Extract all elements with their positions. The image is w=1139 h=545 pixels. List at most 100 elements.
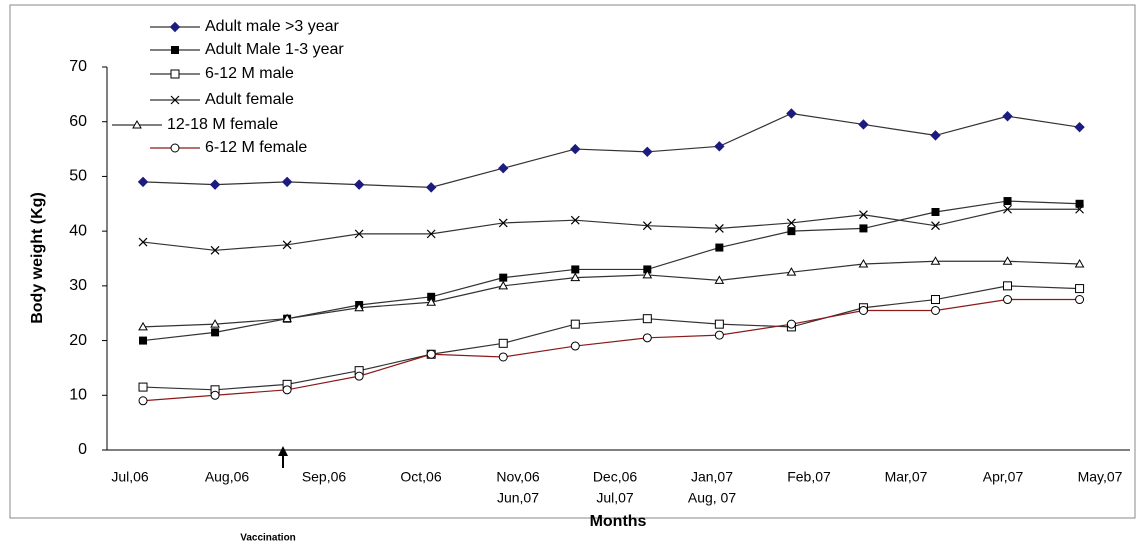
data-point bbox=[426, 349, 436, 359]
y-tick-label: 0 bbox=[78, 441, 87, 458]
x-tick-label: Jan,07 bbox=[691, 469, 733, 485]
data-point bbox=[139, 336, 148, 345]
x-tick-label: Sep,06 bbox=[302, 469, 347, 485]
data-point bbox=[282, 385, 292, 395]
data-point bbox=[642, 314, 652, 324]
data-point bbox=[715, 243, 724, 252]
data-point bbox=[498, 218, 508, 228]
data-point bbox=[1075, 295, 1085, 305]
data-point bbox=[931, 207, 940, 216]
x-tick-label: May,07 bbox=[1078, 469, 1123, 485]
data-point bbox=[1003, 204, 1012, 214]
data-point bbox=[499, 273, 508, 282]
data-point bbox=[714, 223, 724, 233]
data-point bbox=[714, 275, 725, 284]
data-point bbox=[138, 396, 148, 406]
legend-marker bbox=[171, 46, 179, 54]
legend-label: 12-18 M female bbox=[167, 116, 278, 133]
data-point bbox=[1075, 199, 1084, 208]
data-point bbox=[930, 295, 940, 305]
data-point bbox=[1074, 258, 1085, 268]
data-point bbox=[931, 221, 940, 231]
annotation: Vaccination bbox=[240, 533, 296, 544]
data-point bbox=[138, 382, 148, 392]
x-tick-label: Mar,07 bbox=[885, 469, 928, 485]
data-point bbox=[858, 258, 869, 268]
series-line bbox=[142, 112, 1080, 188]
series-line bbox=[142, 208, 1080, 251]
annotation-arrowhead bbox=[278, 446, 288, 456]
data-point bbox=[1074, 121, 1085, 133]
data-point bbox=[209, 179, 221, 190]
data-point bbox=[354, 229, 364, 239]
data-point bbox=[498, 280, 509, 290]
legend-marker bbox=[170, 143, 180, 153]
data-point bbox=[930, 305, 940, 315]
data-point bbox=[714, 141, 725, 152]
data-point bbox=[786, 319, 796, 329]
legend-marker bbox=[170, 69, 180, 79]
data-point bbox=[498, 338, 508, 348]
data-point bbox=[642, 221, 652, 231]
chart-frame bbox=[9, 4, 1136, 519]
data-point bbox=[859, 210, 868, 220]
x-tick-label: Dec,06 bbox=[593, 469, 638, 485]
data-point bbox=[282, 313, 292, 323]
y-tick-label: 70 bbox=[69, 58, 87, 75]
legend-label: 6-12 M male bbox=[205, 65, 294, 82]
legend-label: 6-12 M female bbox=[205, 139, 307, 156]
data-point bbox=[570, 319, 580, 329]
data-point bbox=[425, 182, 437, 193]
data-point bbox=[642, 269, 653, 279]
data-point bbox=[354, 371, 364, 381]
data-point bbox=[211, 328, 220, 337]
legend-marker bbox=[169, 21, 181, 33]
data-point bbox=[1002, 111, 1013, 122]
data-point bbox=[1075, 204, 1084, 214]
data-point bbox=[1003, 295, 1013, 305]
data-point bbox=[137, 176, 149, 188]
x-tick-label-2: Jul,07 bbox=[596, 490, 634, 506]
data-point bbox=[642, 333, 652, 343]
x-axis-label: Months bbox=[590, 513, 647, 530]
data-point bbox=[786, 267, 797, 276]
data-point bbox=[930, 256, 941, 265]
legend-label: Adult male >3 year bbox=[205, 18, 340, 35]
x-tick-label-2: Aug, 07 bbox=[688, 490, 736, 506]
data-point bbox=[210, 390, 220, 400]
data-point bbox=[138, 237, 148, 247]
x-tick-label: Jul,06 bbox=[111, 469, 149, 485]
data-point bbox=[281, 176, 293, 188]
y-axis-label: Body weight (Kg) bbox=[29, 192, 46, 324]
data-point bbox=[570, 143, 581, 155]
data-point bbox=[498, 163, 509, 174]
data-point bbox=[930, 130, 941, 141]
y-tick-label: 40 bbox=[69, 222, 87, 239]
data-point bbox=[282, 240, 292, 250]
data-point bbox=[859, 224, 868, 233]
series-line bbox=[142, 285, 1080, 391]
data-point bbox=[426, 297, 437, 306]
data-point bbox=[210, 245, 220, 255]
y-tick-label: 50 bbox=[69, 168, 87, 185]
data-point bbox=[858, 119, 869, 130]
data-point bbox=[1002, 256, 1013, 265]
data-point bbox=[642, 146, 653, 158]
legend-label: Adult female bbox=[205, 91, 294, 108]
data-point bbox=[571, 265, 580, 274]
data-point bbox=[570, 215, 580, 225]
data-point bbox=[786, 108, 797, 119]
data-point bbox=[498, 352, 508, 362]
data-point bbox=[570, 341, 580, 351]
data-point bbox=[787, 227, 796, 236]
data-point bbox=[426, 229, 436, 239]
y-tick-label: 10 bbox=[69, 387, 87, 404]
data-point bbox=[643, 265, 652, 274]
legend-marker bbox=[132, 119, 142, 129]
x-tick-label: Oct,06 bbox=[400, 469, 441, 485]
data-point bbox=[138, 321, 148, 331]
y-tick-label: 60 bbox=[69, 113, 87, 130]
data-point bbox=[210, 319, 220, 328]
x-tick-label: Nov,06 bbox=[496, 469, 540, 485]
